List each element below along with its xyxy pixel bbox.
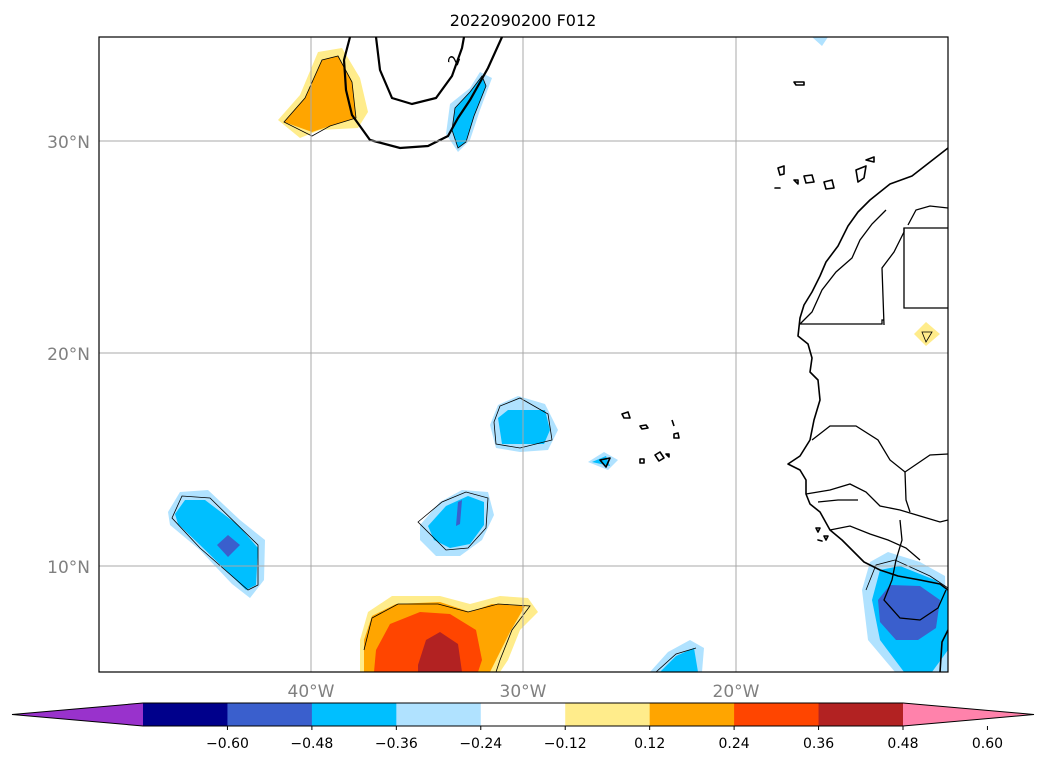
- lat-label-30n: 30°N: [47, 133, 90, 153]
- country-borders: [799, 205, 948, 621]
- coastline-africa: [787, 147, 948, 672]
- colorbar-tick-label: −0.60: [206, 736, 249, 752]
- colorbar-segment: [818, 703, 904, 726]
- positive-anomaly-east: [914, 322, 940, 346]
- negative-anomaly-central: [490, 396, 558, 452]
- colorbar-segment: [311, 703, 397, 726]
- cape-verde-islands: [599, 411, 680, 468]
- figure-title: 2022090200 F012: [450, 11, 597, 30]
- lon-label-20w: 20°W: [713, 682, 760, 702]
- colorbar-segment: [734, 703, 820, 726]
- lon-label-30w: 30°W: [500, 682, 547, 702]
- contour-label: 2: [444, 53, 464, 68]
- colorbar-tick-label: 0.24: [719, 736, 750, 752]
- bissagos-islands: [815, 527, 829, 542]
- colorbar-segment: [227, 703, 313, 726]
- canary-islands: [774, 81, 875, 190]
- positive-anomaly-north: [278, 48, 368, 138]
- lat-label-20n: 20°N: [47, 345, 90, 365]
- colorbar-segment: [143, 703, 228, 726]
- colorbar-tick-label: −0.12: [544, 736, 587, 752]
- thick-contours: [342, 37, 504, 150]
- negative-anomaly-west-central: [417, 490, 494, 556]
- lat-label-10n: 10°N: [47, 558, 90, 578]
- negative-anomaly-west: [168, 490, 265, 598]
- colorbar: −0.60 −0.48 −0.36 −0.24 −0.12 0.12 0.24 0.36 0.4…: [11, 702, 1035, 752]
- colorbar-tick-label: 0.36: [803, 736, 834, 752]
- colorbar-tick-label: −0.36: [375, 736, 418, 752]
- colorbar-tick-label: 0.48: [887, 736, 918, 752]
- map-area: 2: [99, 37, 948, 672]
- colorbar-segment: [565, 703, 651, 726]
- lon-label-40w: 40°W: [288, 682, 335, 702]
- colorbar-extend-low: [12, 703, 143, 726]
- colorbar-segment: [480, 703, 566, 726]
- contour-east: [921, 331, 933, 343]
- colorbar-extend-high: [903, 703, 1034, 726]
- negative-anomaly-southeast: [862, 552, 948, 672]
- positive-anomaly-south: [360, 596, 538, 672]
- negative-anomaly-south: [650, 640, 704, 672]
- colorbar-tick-label: 0.60: [972, 736, 1003, 752]
- negative-anomaly-top-right: [812, 37, 828, 46]
- map-frame: [98, 36, 949, 673]
- colorbar-tick-label: 0.12: [634, 736, 665, 752]
- colorbar-segment: [649, 703, 735, 726]
- colorbar-outline: [11, 702, 1035, 727]
- colorbar-tick-label: −0.48: [290, 736, 333, 752]
- colorbar-segment: [396, 703, 482, 726]
- gridlines: [99, 37, 948, 672]
- negative-anomaly-north: [446, 72, 492, 152]
- colorbar-tick-label: −0.24: [459, 736, 502, 752]
